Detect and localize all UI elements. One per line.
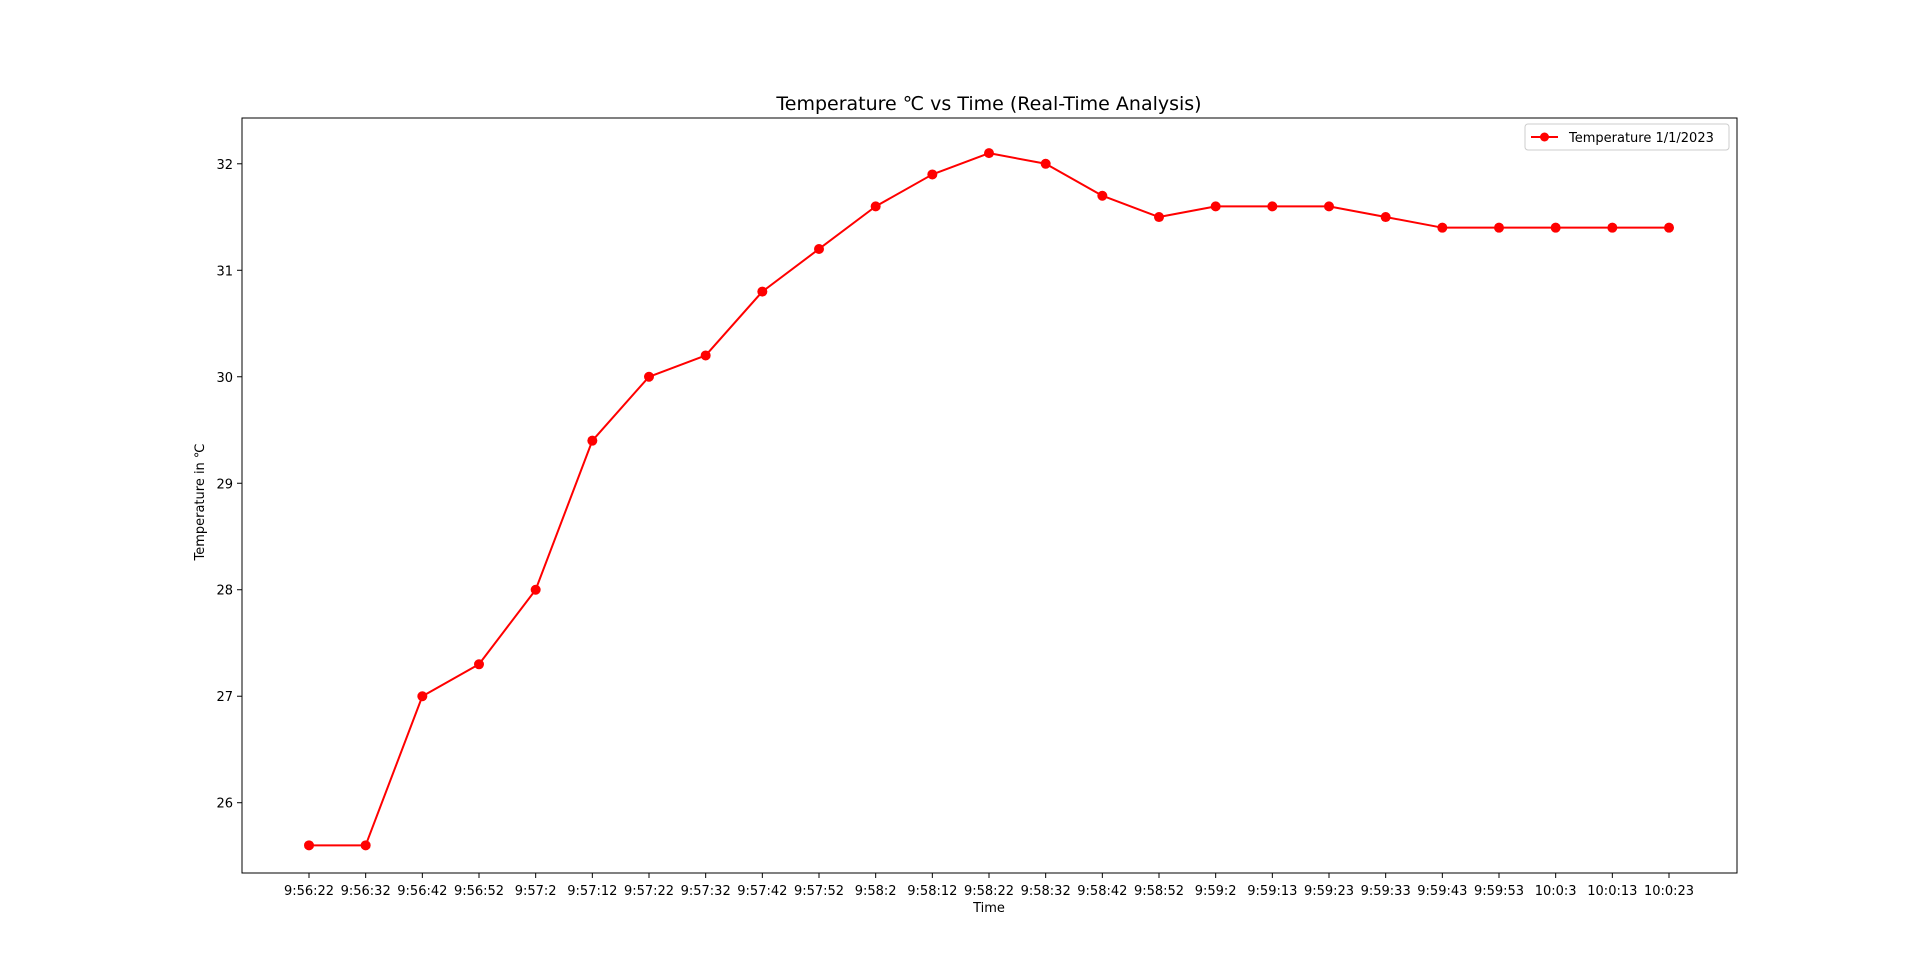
x-axis: 9:56:22 9:56:32 9:56:42 9:56:52 9:57:2 9:57:1… [284, 873, 1694, 899]
data-point [1210, 201, 1221, 212]
x-tick-label: 9:57:2 [515, 884, 557, 899]
data-point [474, 659, 484, 670]
data-point [814, 243, 824, 254]
y-tick-label: 30 [216, 371, 233, 386]
x-tick-label: 9:59:2 [1195, 884, 1237, 899]
data-point [1040, 158, 1051, 169]
x-tick-label: 10:0:13 [1587, 884, 1637, 899]
y-tick-label: 32 [216, 158, 233, 173]
x-tick-label: 9:59:43 [1417, 884, 1467, 899]
data-point [1494, 222, 1504, 233]
x-tick-label: 9:58:2 [855, 884, 897, 899]
data-point [360, 840, 371, 851]
chart-title: Temperature ℃ vs Time (Real-Time Analysi… [775, 93, 1201, 115]
y-tick-label: 29 [216, 477, 233, 492]
plot-area-frame [241, 117, 1738, 874]
legend-box [1524, 123, 1730, 151]
x-tick-label: 9:59:33 [1361, 884, 1411, 899]
y-tick-label: 26 [216, 797, 233, 812]
x-tick-label: 10:0:23 [1644, 884, 1694, 899]
data-point [530, 584, 541, 595]
data-point [1154, 212, 1164, 223]
x-tick-label: 9:56:52 [454, 884, 504, 899]
data-point [1550, 222, 1561, 233]
data-point [870, 201, 881, 212]
x-tick-label: 9:58:32 [1021, 884, 1071, 899]
y-axis-label: Temperature in ℃ [193, 443, 208, 561]
x-tick-label: 9:57:42 [737, 884, 787, 899]
x-tick-label: 9:59:23 [1304, 884, 1354, 899]
data-point [644, 371, 654, 382]
data-point [304, 840, 314, 851]
x-tick-label: 10:0:3 [1535, 884, 1577, 899]
legend: Temperature 1/1/2023 [1524, 123, 1730, 151]
data-point [1664, 222, 1674, 233]
legend-marker-swatch [1540, 132, 1549, 142]
data-point [1380, 212, 1391, 223]
x-tick-label: 9:56:42 [397, 884, 447, 899]
data-point [417, 691, 428, 702]
x-tick-label: 9:59:13 [1247, 884, 1297, 899]
data-point [927, 169, 938, 180]
x-tick-label: 9:57:12 [567, 884, 617, 899]
x-tick-label: 9:57:32 [681, 884, 731, 899]
series-layer [304, 148, 1674, 851]
data-point [587, 435, 598, 446]
y-tick-label: 27 [216, 690, 233, 705]
x-axis-label: Time [972, 901, 1005, 916]
y-tick-label: 28 [216, 584, 233, 599]
y-tick-label: 31 [216, 264, 233, 279]
data-point [984, 148, 994, 159]
x-tick-label: 9:57:22 [624, 884, 674, 899]
data-point [700, 350, 711, 361]
data-point [1437, 222, 1448, 233]
legend-label: Temperature 1/1/2023 [1568, 131, 1714, 146]
y-axis: 26 27 28 29 30 31 32 [216, 158, 242, 812]
data-point [1607, 222, 1618, 233]
data-point [757, 286, 768, 297]
x-tick-label: 9:58:52 [1134, 884, 1184, 899]
data-point [1324, 201, 1334, 212]
data-point [1097, 190, 1108, 201]
x-tick-label: 9:56:22 [284, 884, 334, 899]
x-tick-label: 9:58:12 [907, 884, 957, 899]
x-tick-label: 9:58:42 [1077, 884, 1127, 899]
data-point [1267, 201, 1278, 212]
x-tick-label: 9:57:52 [794, 884, 844, 899]
x-tick-label: 9:56:32 [341, 884, 391, 899]
x-tick-label: 9:59:53 [1474, 884, 1524, 899]
x-tick-label: 9:58:22 [964, 884, 1014, 899]
